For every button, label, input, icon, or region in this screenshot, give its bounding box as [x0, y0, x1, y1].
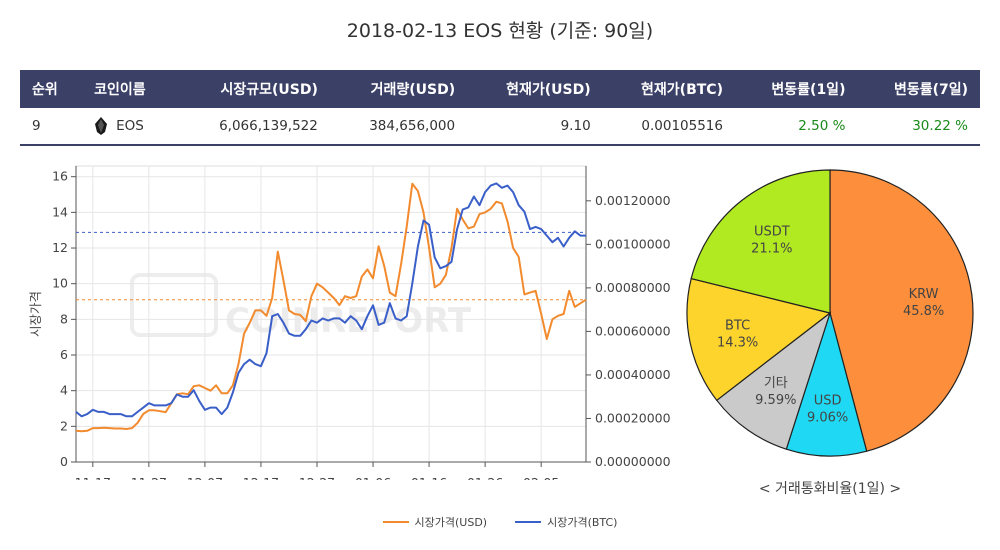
pie-label-0: KRW: [909, 287, 939, 302]
y-right-tick-label: 0.00120000: [595, 193, 671, 208]
pie-label-1: USD: [814, 393, 842, 408]
pie-percent-3: 14.3%: [717, 335, 758, 350]
y-left-tick-label: 6: [60, 347, 68, 362]
table-header-row: 순위 코인이름 시장규모(USD) 거래량(USD) 현재가(USD) 현재가(…: [20, 70, 980, 108]
coin-name-cell[interactable]: EOS: [82, 108, 177, 146]
coin-name-text: EOS: [116, 118, 144, 134]
pie-label-3: BTC: [725, 318, 750, 333]
legend-label-btc: 시장가격(BTC): [547, 516, 618, 529]
pie-caption: < 거래통화비율(1일) >: [758, 481, 902, 497]
watermark-monitor-icon: [130, 273, 218, 337]
change-1d-cell: 2.50 %: [734, 108, 858, 146]
chart-legend: 시장가격(USD) 시장가격(BTC): [0, 514, 1000, 530]
coin-summary-table: 순위 코인이름 시장규모(USD) 거래량(USD) 현재가(USD) 현재가(…: [20, 70, 980, 146]
price-usd-cell: 9.10: [467, 108, 603, 146]
pie-label-4: USDT: [754, 225, 790, 240]
y-left-tick-label: 12: [52, 240, 68, 255]
y-right-tick-label: 0.00020000: [595, 410, 671, 425]
y-right-tick-label: 0.00080000: [595, 280, 671, 295]
col-name-header[interactable]: 코인이름: [82, 70, 177, 108]
pie-percent-2: 9.59%: [755, 393, 796, 408]
legend-item-usd[interactable]: 시장가격(USD): [382, 514, 488, 530]
col-volume-header[interactable]: 거래량(USD): [329, 70, 468, 108]
y-right-tick-label: 0.00040000: [595, 367, 671, 382]
legend-label-usd: 시장가격(USD): [414, 516, 488, 529]
col-price-btc-header[interactable]: 현재가(BTC): [602, 70, 735, 108]
market-cap-cell: 6,066,139,522: [176, 108, 330, 146]
pie-percent-0: 45.8%: [903, 304, 944, 319]
change-7d-cell: 30.22 %: [857, 108, 980, 146]
pie-slice-2: [715, 311, 832, 450]
legend-swatch-btc: [515, 521, 542, 523]
y-right-tick-label: 0.00060000: [595, 323, 671, 338]
pie-slice-0: [829, 169, 974, 452]
col-price-usd-header[interactable]: 현재가(USD): [467, 70, 603, 108]
y-left-tick-label: 16: [52, 169, 68, 184]
pie-percent-1: 9.06%: [807, 410, 848, 425]
currency-ratio-pie-chart[interactable]: KRW 45.8% USD 9.06% 기타 9.59% BTC 14.3% USDT 21.1%: [680, 165, 980, 470]
y-left-tick-label: 8: [60, 311, 68, 326]
y-left-tick-label: 2: [60, 418, 68, 433]
legend-swatch-usd: [382, 521, 409, 523]
pie-slice-4: [690, 169, 831, 314]
x-tick-label-1: 11-27: [131, 475, 167, 480]
price-btc-cell: 0.00105516: [602, 108, 735, 146]
y-left-tick-label: 4: [60, 383, 68, 398]
y-left-tick-label: 14: [52, 204, 68, 219]
pie-slice-1: [785, 310, 868, 457]
x-tick-label-7: 01-26: [467, 475, 503, 480]
usd-price-line: [75, 182, 587, 433]
btc-price-line: [75, 182, 586, 418]
legend-item-btc[interactable]: 시장가격(BTC): [515, 514, 617, 530]
y-right-tick-label: 0.00000000: [595, 454, 671, 469]
x-tick-label-0: 11-17: [75, 475, 111, 480]
volume-cell: 384,656,000: [329, 108, 468, 146]
pie-percent-4: 21.1%: [751, 242, 792, 257]
col-change-7d-header[interactable]: 변동률(7일): [857, 70, 980, 108]
x-tick-label-5: 01-06: [355, 475, 391, 480]
x-tick-label-2: 12-07: [187, 475, 223, 480]
x-tick-label-6: 01-16: [411, 475, 447, 480]
pie-label-2: 기타: [764, 376, 788, 391]
y-axis-label: 시장가격: [28, 291, 43, 337]
col-market-cap-header[interactable]: 시장규모(USD): [176, 70, 330, 108]
x-tick-label-3: 12-17: [243, 475, 279, 480]
x-tick-label-8: 02-05: [523, 475, 559, 480]
x-tick-label-4: 12-27: [299, 475, 335, 480]
eos-logo-icon: [95, 117, 108, 135]
y-left-tick-label: 0: [60, 454, 68, 469]
pie-slice-3: [686, 277, 832, 402]
y-left-tick-label: 10: [52, 276, 68, 291]
col-change-1d-header[interactable]: 변동률(1일): [734, 70, 858, 108]
price-line-chart[interactable]: COINREPORT 11-17 11-27 12-07 12-17 12-27 01-06…: [0, 150, 680, 480]
rank-cell: 9: [20, 108, 83, 146]
page-title: 2018-02-13 EOS 현황 (기준: 90일): [346, 20, 654, 42]
watermark-text: COINREPORT: [225, 301, 472, 341]
y-right-tick-label: 0.00100000: [595, 236, 671, 251]
table-row: 9 EOS 6,066,139,522 384,656,000 9.10 0.0…: [20, 108, 980, 146]
col-rank-header[interactable]: 순위: [20, 70, 83, 108]
